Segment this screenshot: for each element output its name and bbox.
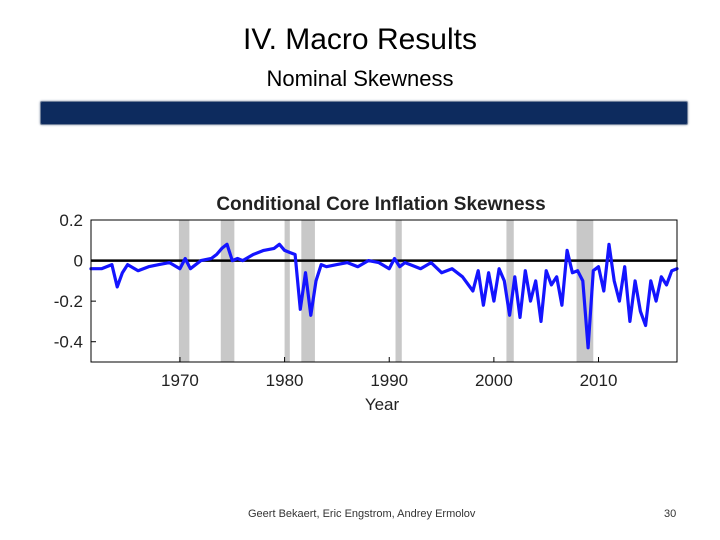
series-line-skewness [89, 242, 679, 350]
y-tick-label: 0 [74, 252, 83, 271]
x-tick-label: 2010 [580, 371, 618, 390]
title-banner [40, 101, 688, 125]
recession-band-1 [220, 220, 235, 362]
recession-band-5 [506, 220, 514, 362]
y-tick-label: -0.4 [54, 333, 83, 352]
y-tick-label: 0.2 [59, 211, 83, 230]
recession-band-0 [178, 220, 190, 362]
x-tick-label: 1990 [370, 371, 408, 390]
x-tick-label: 1970 [161, 371, 199, 390]
slide-title: IV. Macro Results [243, 23, 477, 56]
page-number: 30 [664, 508, 677, 520]
x-tick-label: 2000 [475, 371, 513, 390]
recession-band-4 [395, 220, 402, 362]
x-axis-label: Year [365, 395, 400, 414]
y-tick-label: -0.2 [54, 292, 83, 311]
x-tick-label: 1980 [266, 371, 304, 390]
footer-credit: Geert Bekaert, Eric Engstrom, Andrey Erm… [248, 508, 476, 520]
slide-subtitle: Nominal Skewness [266, 66, 454, 91]
recession-bands [178, 220, 594, 362]
recession-band-2 [284, 220, 290, 362]
chart-title: Conditional Core Inflation Skewness [216, 194, 545, 215]
axis-ticks: 0.2 0 -0.2 -0.4 1970 1980 1990 2000 2010 [54, 211, 618, 390]
axes-frame [90, 219, 678, 363]
